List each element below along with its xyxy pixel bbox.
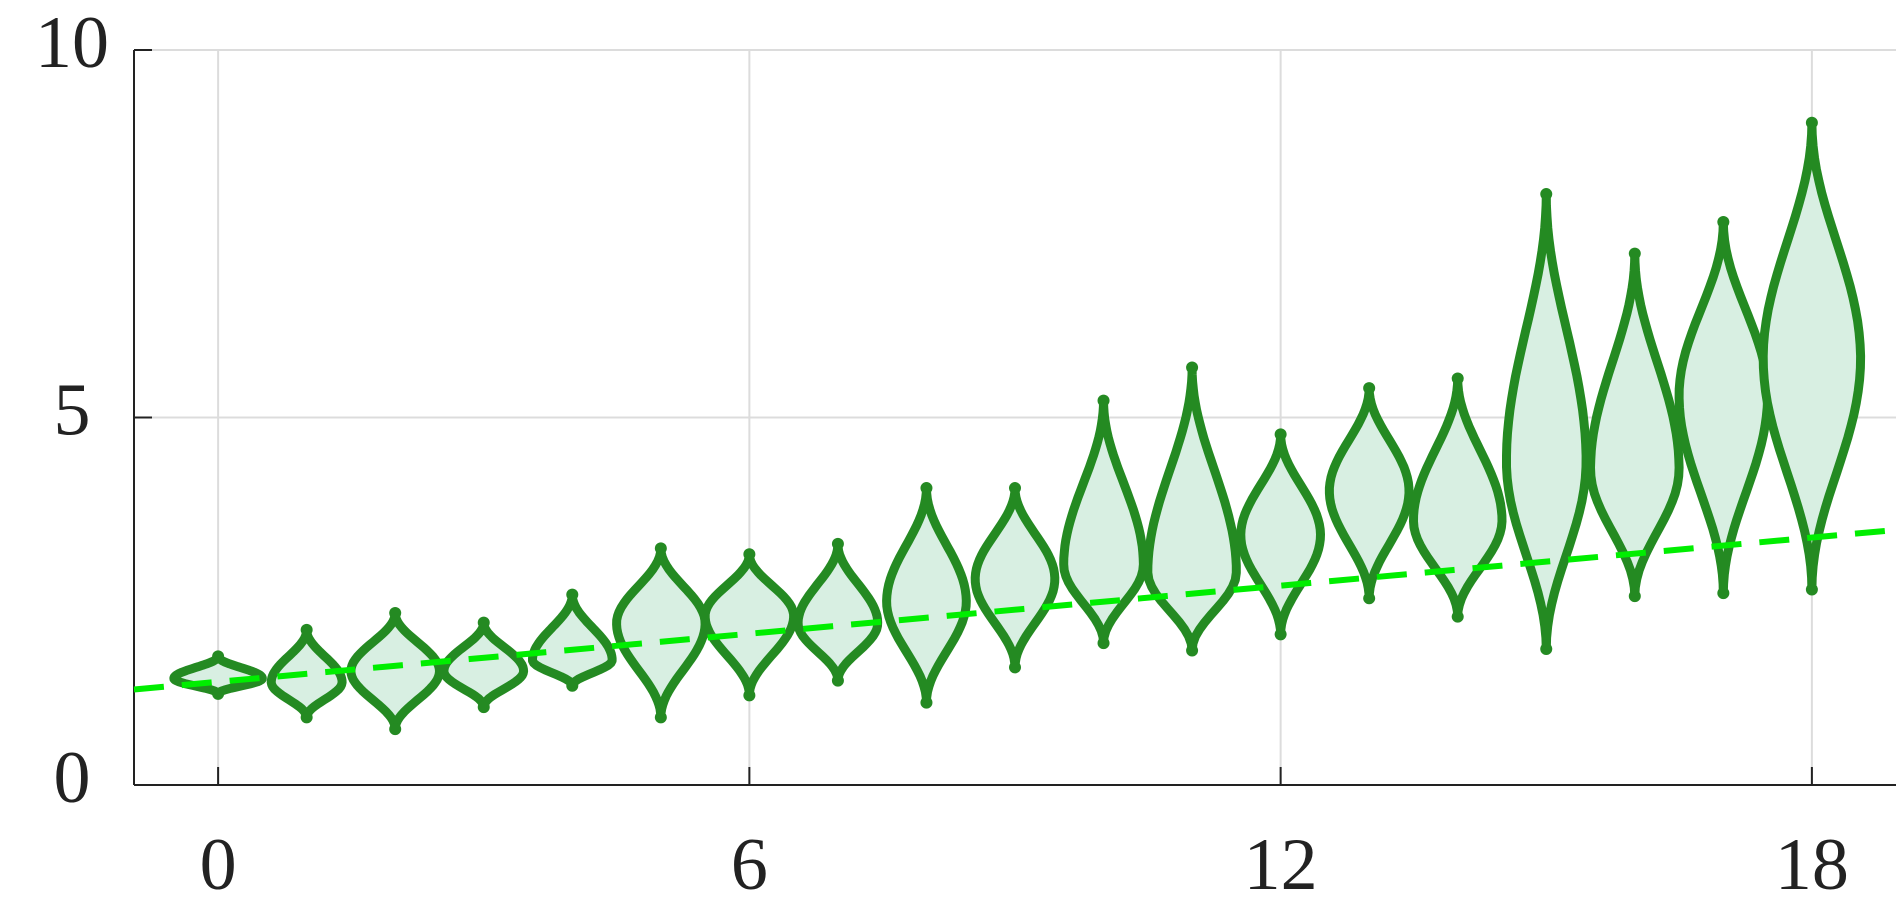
violin	[1586, 249, 1684, 601]
violin-min	[743, 689, 756, 702]
violin-min	[1097, 637, 1110, 650]
violin	[1409, 374, 1507, 622]
violin-max	[1097, 394, 1110, 407]
violin-min	[920, 696, 933, 709]
x-tick-label: 12	[1244, 824, 1318, 906]
violin-min	[389, 723, 402, 736]
violin	[1674, 217, 1773, 598]
violin	[700, 549, 799, 700]
violin-max	[920, 482, 933, 495]
violin-max	[1274, 428, 1287, 441]
violin-max	[654, 542, 667, 555]
violin-min	[654, 711, 667, 724]
violin-min	[300, 711, 313, 724]
violin-max	[1628, 247, 1641, 260]
violin	[346, 608, 444, 734]
violin-min	[1009, 661, 1021, 674]
violin	[970, 483, 1060, 672]
violin-min	[1540, 643, 1553, 656]
violin-max	[477, 616, 490, 629]
violin-max	[1363, 382, 1376, 395]
violin-min	[566, 679, 579, 692]
violin	[882, 483, 971, 708]
x-tick-label: 0	[200, 824, 237, 906]
y-tick-label: 10	[35, 2, 109, 84]
violin	[439, 618, 529, 712]
violin-min	[831, 674, 844, 687]
violin	[1059, 396, 1148, 648]
violin-min	[1628, 590, 1641, 603]
x-tick-label: 18	[1775, 824, 1849, 906]
violin-min	[212, 687, 225, 700]
violin	[1758, 118, 1866, 594]
violin	[1502, 189, 1591, 654]
violin-min	[1717, 587, 1730, 600]
x-tick-label: 6	[731, 824, 768, 906]
violin	[793, 539, 883, 686]
violin-max	[1717, 215, 1730, 228]
violin	[612, 543, 710, 722]
violin-max	[1451, 372, 1464, 385]
violin-max	[1186, 361, 1199, 374]
violin-min	[477, 701, 490, 714]
violin	[1143, 363, 1241, 655]
violin-min	[1451, 610, 1464, 623]
violin-min	[1363, 592, 1376, 605]
violin	[1324, 383, 1414, 603]
violin-min	[1805, 583, 1818, 596]
violin-max	[1540, 188, 1553, 201]
violin-min	[1186, 644, 1199, 657]
violin	[528, 590, 617, 691]
violin-min	[1274, 628, 1287, 641]
violin-max	[831, 537, 844, 550]
violin-max	[389, 607, 402, 620]
violin	[1236, 429, 1325, 639]
trend-line	[133, 526, 1897, 693]
violin-max	[743, 548, 756, 561]
y-tick-label: 0	[54, 737, 91, 819]
violin-max	[1805, 116, 1818, 129]
violin-max	[212, 650, 225, 663]
violin-max	[1009, 482, 1021, 495]
y-tick-label: 5	[54, 369, 91, 451]
violin-max	[566, 588, 579, 601]
violin-max	[300, 623, 313, 636]
